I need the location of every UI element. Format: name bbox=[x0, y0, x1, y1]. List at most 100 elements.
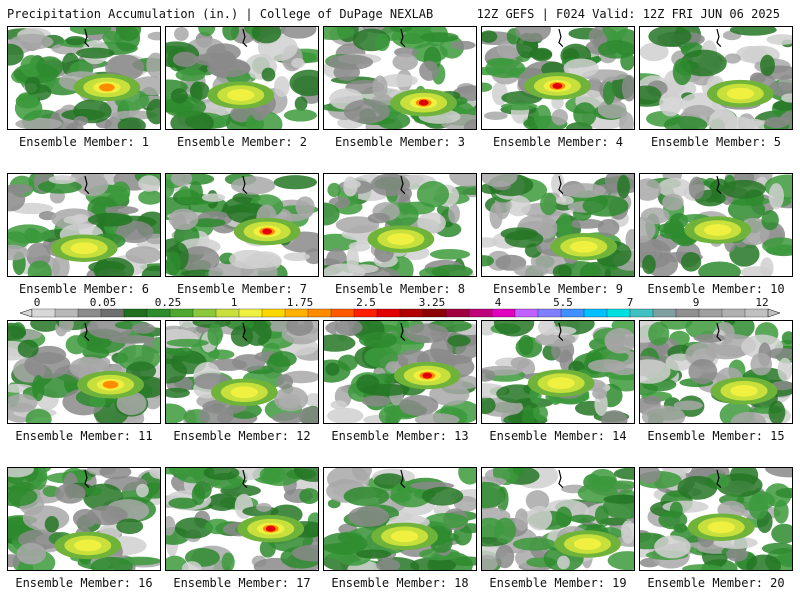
colorbar-tick-label: 1 bbox=[231, 296, 238, 309]
precip-area bbox=[367, 212, 390, 224]
colorbar-swatch bbox=[146, 308, 171, 318]
colorbar-tick-label: 3.25 bbox=[419, 296, 446, 309]
precip-area bbox=[146, 52, 160, 78]
member-label: Ensemble Member: 10 bbox=[647, 282, 785, 296]
precip-area bbox=[640, 468, 661, 484]
precip-map bbox=[639, 467, 793, 571]
precip-area bbox=[672, 58, 692, 86]
colorbar-swatch bbox=[353, 308, 378, 318]
precip-area bbox=[34, 373, 81, 398]
precip-area bbox=[495, 544, 515, 569]
precip-area bbox=[138, 175, 160, 192]
precip-area bbox=[525, 490, 550, 512]
precip-area bbox=[597, 40, 634, 59]
colorbar-tick-label: 0 bbox=[34, 296, 41, 309]
ensemble-member-panel: Ensemble Member: 7 bbox=[165, 173, 319, 296]
precip-area bbox=[343, 99, 390, 124]
precip-area bbox=[486, 57, 515, 67]
precip-area bbox=[89, 396, 106, 408]
precip-area bbox=[325, 362, 340, 376]
precip-area bbox=[648, 27, 692, 47]
precip-area bbox=[181, 561, 202, 570]
precip-area bbox=[514, 265, 549, 276]
precip-area bbox=[207, 323, 223, 346]
precip-area bbox=[116, 391, 147, 416]
ensemble-member-panel: Ensemble Member: 8 bbox=[323, 173, 477, 296]
ensemble-member-panel: Ensemble Member: 11 bbox=[7, 320, 161, 443]
precip-area bbox=[175, 68, 206, 82]
colorbar-swatch bbox=[54, 308, 79, 318]
precip-area bbox=[764, 117, 789, 129]
precip-area bbox=[344, 179, 361, 189]
precip-area bbox=[677, 475, 718, 500]
precip-area bbox=[556, 213, 573, 240]
precip-area bbox=[555, 195, 574, 205]
precip-area bbox=[540, 192, 558, 216]
precip-area bbox=[506, 195, 531, 217]
precip-area bbox=[514, 508, 529, 532]
precip-max-area bbox=[74, 539, 102, 552]
precip-area bbox=[25, 408, 52, 423]
precip-max-area bbox=[226, 89, 255, 101]
precip-max-area bbox=[707, 521, 736, 534]
precip-max-area bbox=[570, 240, 598, 253]
precip-area bbox=[251, 27, 282, 44]
ensemble-member-panel: Ensemble Member: 3 bbox=[323, 26, 477, 149]
precip-area bbox=[660, 321, 693, 330]
precip-area bbox=[131, 322, 155, 334]
precip-area bbox=[327, 182, 341, 198]
precip-area bbox=[374, 33, 390, 52]
precip-area bbox=[515, 27, 551, 43]
precip-area bbox=[448, 203, 460, 224]
precip-max-area bbox=[703, 224, 732, 236]
colorbar-swatch bbox=[422, 308, 447, 318]
precip-area bbox=[48, 175, 76, 185]
precip-map bbox=[323, 173, 477, 277]
precip-area bbox=[90, 556, 133, 570]
precip-area bbox=[726, 547, 748, 562]
precip-area bbox=[416, 180, 450, 208]
precip-max-area bbox=[552, 83, 563, 89]
precip-area bbox=[534, 104, 552, 129]
colorbar-swatch bbox=[606, 308, 631, 318]
precip-area bbox=[272, 412, 306, 423]
colorbar-left-arrow bbox=[19, 308, 33, 318]
precip-area bbox=[346, 246, 359, 273]
precip-area bbox=[343, 486, 390, 507]
precip-map bbox=[323, 467, 477, 571]
coastline bbox=[84, 469, 90, 489]
precip-area bbox=[775, 487, 792, 499]
precip-area bbox=[63, 215, 86, 225]
precip-area bbox=[430, 249, 471, 260]
precip-area bbox=[482, 237, 498, 248]
precip-area bbox=[166, 515, 176, 536]
precip-area bbox=[688, 358, 718, 385]
precip-area bbox=[693, 333, 726, 343]
precip-area bbox=[741, 118, 764, 127]
precip-area bbox=[557, 555, 570, 570]
precip-area bbox=[348, 506, 390, 527]
precip-area bbox=[201, 193, 226, 202]
precip-area bbox=[642, 254, 656, 275]
precip-area bbox=[768, 400, 786, 423]
precip-area bbox=[482, 396, 496, 415]
colorbar-swatch bbox=[123, 308, 148, 318]
precip-area bbox=[324, 532, 368, 555]
colorbar-swatch bbox=[652, 308, 677, 318]
precip-area bbox=[293, 468, 318, 482]
ensemble-member-panel: Ensemble Member: 12 bbox=[165, 320, 319, 443]
precip-area bbox=[298, 406, 318, 423]
precip-area bbox=[24, 76, 41, 95]
precip-area bbox=[640, 359, 671, 384]
precip-area bbox=[8, 486, 38, 507]
precip-area bbox=[38, 179, 82, 194]
coastline bbox=[400, 175, 406, 195]
coastline bbox=[400, 322, 406, 342]
colorbar-tick-label: 5.5 bbox=[553, 296, 573, 309]
precip-area bbox=[73, 115, 89, 126]
precip-area bbox=[482, 82, 493, 92]
precip-area bbox=[299, 488, 318, 504]
precip-max-area bbox=[547, 377, 575, 390]
precip-area bbox=[327, 407, 364, 423]
precip-area bbox=[601, 410, 628, 423]
